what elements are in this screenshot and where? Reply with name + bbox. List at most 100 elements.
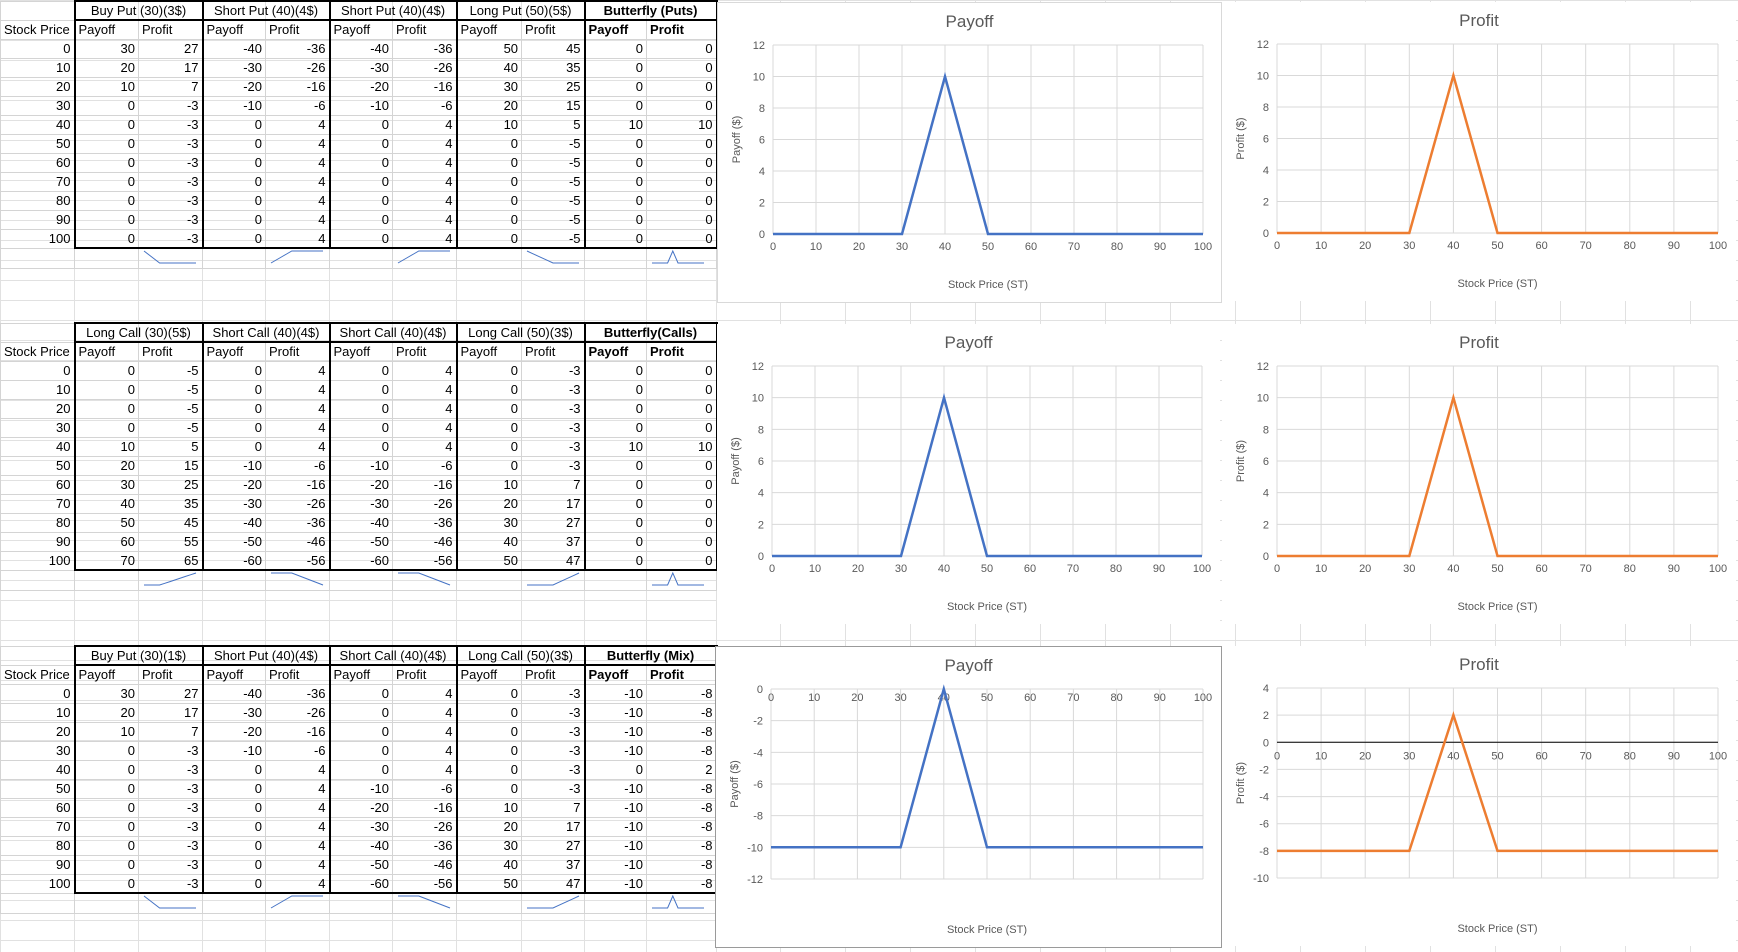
value-cell[interactable]: 0 bbox=[455, 152, 523, 173]
value-cell[interactable]: 10 bbox=[73, 76, 139, 97]
value-cell[interactable]: 4 bbox=[392, 683, 458, 704]
value-cell[interactable]: 0 bbox=[201, 778, 266, 799]
value-cell[interactable]: 0 bbox=[201, 152, 266, 173]
stock-price-cell[interactable]: 20 bbox=[0, 721, 75, 742]
value-cell[interactable]: 4 bbox=[264, 797, 331, 818]
value-cell[interactable]: 0 bbox=[646, 57, 718, 78]
value-cell[interactable]: 0 bbox=[455, 133, 523, 154]
value-cell[interactable]: 10 bbox=[646, 436, 718, 457]
value-cell[interactable]: -40 bbox=[201, 512, 266, 533]
value-cell[interactable]: 17 bbox=[521, 493, 585, 514]
value-cell[interactable]: 15 bbox=[138, 455, 203, 476]
value-cell[interactable]: 27 bbox=[521, 835, 586, 856]
value-cell[interactable]: 45 bbox=[138, 512, 203, 533]
sparkline-cell[interactable] bbox=[646, 247, 718, 269]
value-cell[interactable]: -8 bbox=[646, 740, 718, 761]
leg-header[interactable]: Short Call (40)(4$) bbox=[328, 645, 458, 666]
value-cell[interactable]: 0 bbox=[73, 778, 139, 799]
value-cell[interactable]: 4 bbox=[392, 152, 458, 173]
value-cell[interactable]: -10 bbox=[328, 95, 394, 116]
value-cell[interactable]: 0 bbox=[73, 854, 139, 875]
value-cell[interactable]: -26 bbox=[265, 493, 330, 514]
value-cell[interactable]: 0 bbox=[328, 740, 394, 761]
value-cell[interactable]: -36 bbox=[264, 38, 331, 59]
value-cell[interactable]: 0 bbox=[328, 436, 393, 457]
value-cell[interactable]: -10 bbox=[583, 854, 648, 875]
stock-price-cell[interactable]: 80 bbox=[0, 512, 75, 533]
value-cell[interactable]: -16 bbox=[264, 76, 331, 97]
sparkline-cell[interactable] bbox=[138, 892, 203, 914]
value-cell[interactable]: -50 bbox=[328, 854, 394, 875]
value-cell[interactable]: -30 bbox=[328, 816, 394, 837]
payoff-header[interactable]: Payoff bbox=[455, 664, 523, 685]
value-cell[interactable]: 0 bbox=[328, 360, 393, 381]
value-cell[interactable]: -16 bbox=[392, 474, 457, 495]
blank-cell[interactable] bbox=[0, 322, 75, 343]
calls-payoff-chart[interactable]: Payoff 0 2 4 6 8 10 12 0 10 20 30 40 50 60 70 80 90 100 Sto… bbox=[717, 324, 1220, 624]
value-cell[interactable]: -56 bbox=[392, 550, 457, 571]
stock-price-cell[interactable]: 90 bbox=[0, 531, 75, 552]
value-cell[interactable]: 65 bbox=[138, 550, 203, 571]
value-cell[interactable]: 0 bbox=[73, 835, 139, 856]
value-cell[interactable]: 4 bbox=[265, 398, 330, 419]
value-cell[interactable]: 0 bbox=[646, 455, 718, 476]
blank-cell[interactable] bbox=[584, 892, 648, 914]
series-line[interactable] bbox=[771, 684, 1203, 849]
value-cell[interactable]: 0 bbox=[201, 360, 266, 381]
value-cell[interactable]: 17 bbox=[138, 702, 203, 723]
value-cell[interactable]: 30 bbox=[455, 835, 523, 856]
value-cell[interactable]: -36 bbox=[264, 683, 331, 704]
value-cell[interactable]: -3 bbox=[138, 816, 203, 837]
value-cell[interactable]: -8 bbox=[646, 854, 718, 875]
sparkline-cell[interactable] bbox=[392, 892, 458, 914]
value-cell[interactable]: -46 bbox=[392, 531, 457, 552]
value-cell[interactable]: 4 bbox=[264, 835, 331, 856]
value-cell[interactable]: 0 bbox=[455, 721, 523, 742]
value-cell[interactable]: 25 bbox=[138, 474, 203, 495]
value-cell[interactable]: -10 bbox=[583, 778, 648, 799]
value-cell[interactable]: 30 bbox=[455, 76, 523, 97]
series-line[interactable] bbox=[1277, 393, 1718, 558]
value-cell[interactable]: 0 bbox=[455, 379, 522, 400]
value-cell[interactable]: 27 bbox=[138, 38, 203, 59]
blank-cell[interactable] bbox=[456, 569, 522, 591]
value-cell[interactable]: -10 bbox=[583, 797, 648, 818]
stock-price-cell[interactable]: 90 bbox=[0, 209, 75, 230]
value-cell[interactable]: -3 bbox=[521, 702, 586, 723]
value-cell[interactable]: -40 bbox=[328, 38, 394, 59]
profit-header[interactable]: Profit bbox=[392, 664, 458, 685]
value-cell[interactable]: -40 bbox=[328, 512, 393, 533]
payoff-header[interactable]: Payoff bbox=[328, 341, 393, 362]
value-cell[interactable]: 0 bbox=[73, 209, 139, 230]
value-cell[interactable]: 0 bbox=[328, 228, 394, 249]
value-cell[interactable]: -3 bbox=[138, 133, 203, 154]
value-cell[interactable]: -20 bbox=[328, 474, 393, 495]
stock-price-cell[interactable]: 30 bbox=[0, 740, 75, 761]
value-cell[interactable]: 0 bbox=[646, 171, 718, 192]
profit-header[interactable]: Profit bbox=[138, 19, 203, 40]
value-cell[interactable]: -5 bbox=[521, 228, 586, 249]
stock-price-cell[interactable]: 70 bbox=[0, 493, 75, 514]
value-cell[interactable]: 4 bbox=[264, 152, 331, 173]
value-cell[interactable]: -30 bbox=[201, 702, 266, 723]
value-cell[interactable]: 0 bbox=[328, 759, 394, 780]
stock-price-cell[interactable]: 100 bbox=[0, 550, 75, 571]
value-cell[interactable]: 30 bbox=[73, 38, 139, 59]
value-cell[interactable]: -3 bbox=[138, 835, 203, 856]
value-cell[interactable]: -10 bbox=[201, 740, 266, 761]
value-cell[interactable]: 0 bbox=[455, 702, 523, 723]
value-cell[interactable]: 17 bbox=[138, 57, 203, 78]
value-cell[interactable]: -8 bbox=[646, 873, 718, 894]
value-cell[interactable]: 4 bbox=[392, 702, 458, 723]
leg-header[interactable]: Buy Put (30)(1$) bbox=[73, 645, 203, 666]
value-cell[interactable]: 7 bbox=[138, 721, 203, 742]
value-cell[interactable]: 4 bbox=[265, 379, 330, 400]
value-cell[interactable]: 50 bbox=[455, 550, 522, 571]
value-cell[interactable]: 0 bbox=[328, 398, 393, 419]
value-cell[interactable]: 30 bbox=[73, 683, 139, 704]
value-cell[interactable]: 0 bbox=[646, 531, 718, 552]
leg-header[interactable]: Butterfly (Puts) bbox=[583, 0, 718, 21]
value-cell[interactable]: 5 bbox=[521, 114, 586, 135]
value-cell[interactable]: 4 bbox=[264, 209, 331, 230]
value-cell[interactable]: 0 bbox=[201, 190, 266, 211]
